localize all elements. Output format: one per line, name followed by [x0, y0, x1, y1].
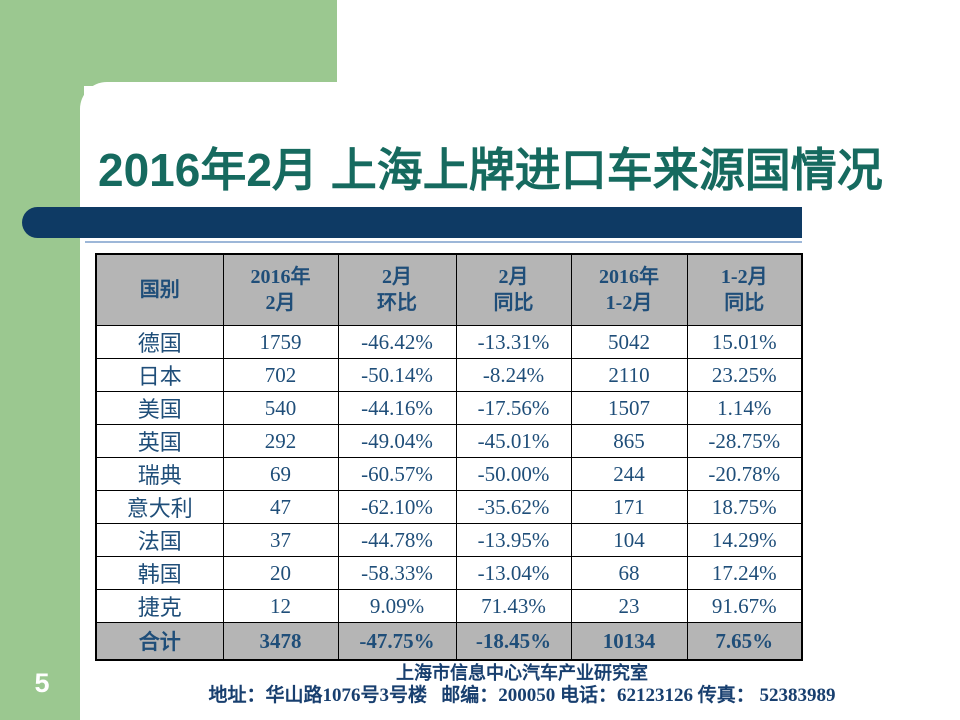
value-cell: -35.62%	[455, 490, 572, 524]
value-cell: 702	[222, 358, 339, 392]
column-header: 1-2月 同比	[686, 253, 803, 326]
country-cell: 意大利	[95, 490, 224, 524]
total-value-cell: -18.45%	[455, 622, 572, 661]
green-sidebar	[0, 0, 84, 720]
footer: 上海市信息中心汽车产业研究室 地址：华山路1076号3号楼 邮编：200050 …	[84, 662, 960, 707]
value-cell: 18.75%	[686, 490, 803, 524]
value-cell: -13.31%	[455, 325, 572, 359]
table-header-row: 国别 2016年 2月 2月 环比 2月 同比 2016年 1-2月 1-2月 同比	[95, 253, 803, 326]
table-row: 捷克 12 9.09% 71.43% 23 91.67%	[95, 589, 803, 623]
value-cell: -20.78%	[686, 457, 803, 491]
value-cell: 292	[222, 424, 339, 458]
value-cell: 244	[570, 457, 688, 491]
column-header: 2016年 1-2月	[570, 253, 688, 326]
page-number: 5	[34, 668, 50, 698]
value-cell: 14.29%	[686, 523, 803, 557]
value-cell: -44.78%	[337, 523, 457, 557]
value-cell: -17.56%	[455, 391, 572, 425]
table-row: 韩国 20 -58.33% -13.04% 68 17.24%	[95, 556, 803, 590]
value-cell: 20	[222, 556, 339, 590]
value-cell: -46.42%	[337, 325, 457, 359]
value-cell: -50.14%	[337, 358, 457, 392]
value-cell: -13.04%	[455, 556, 572, 590]
table-row: 意大利 47 -62.10% -35.62% 171 18.75%	[95, 490, 803, 524]
column-header: 2月 环比	[337, 253, 457, 326]
country-cell: 瑞典	[95, 457, 224, 491]
value-cell: 1507	[570, 391, 688, 425]
value-cell: 15.01%	[686, 325, 803, 359]
table-row: 美国 540 -44.16% -17.56% 1507 1.14%	[95, 391, 803, 425]
data-table-container: 国别 2016年 2月 2月 环比 2月 同比 2016年 1-2月 1-2月 同比 德国 1759-…	[95, 253, 803, 661]
column-header: 国别	[95, 253, 224, 326]
value-cell: 171	[570, 490, 688, 524]
value-cell: 91.67%	[686, 589, 803, 623]
value-cell: -62.10%	[337, 490, 457, 524]
value-cell: 5042	[570, 325, 688, 359]
table-row: 日本 702 -50.14% -8.24% 2110 23.25%	[95, 358, 803, 392]
total-value-cell: -47.75%	[337, 622, 457, 661]
value-cell: 2110	[570, 358, 688, 392]
table-row: 英国 292 -49.04% -45.01% 865 -28.75%	[95, 424, 803, 458]
table-row: 法国 37 -44.78% -13.95% 104 14.29%	[95, 523, 803, 557]
value-cell: 9.09%	[337, 589, 457, 623]
footer-contact-info: 地址：华山路1076号3号楼 邮编：200050 电话：62123126 传真：…	[208, 685, 836, 706]
value-cell: 23.25%	[686, 358, 803, 392]
country-cell: 美国	[95, 391, 224, 425]
table-row: 德国 1759 -46.42% -13.31% 5042 15.01%	[95, 325, 803, 359]
total-value-cell: 3478	[222, 622, 339, 661]
country-cell: 法国	[95, 523, 224, 557]
value-cell: 17.24%	[686, 556, 803, 590]
country-cell: 日本	[95, 358, 224, 392]
value-cell: -13.95%	[455, 523, 572, 557]
value-cell: -44.16%	[337, 391, 457, 425]
total-value-cell: 10134	[570, 622, 688, 661]
value-cell: -28.75%	[686, 424, 803, 458]
import-car-table: 国别 2016年 2月 2月 环比 2月 同比 2016年 1-2月 1-2月 同比 德国 1759-…	[95, 253, 803, 661]
table-row: 瑞典 69 -60.57% -50.00% 244 -20.78%	[95, 457, 803, 491]
country-cell: 捷克	[95, 589, 224, 623]
value-cell: 68	[570, 556, 688, 590]
value-cell: 71.43%	[455, 589, 572, 623]
country-cell: 德国	[95, 325, 224, 359]
value-cell: 23	[570, 589, 688, 623]
slide-title: 2016年2月 上海上牌进口车来源国情况	[98, 144, 883, 196]
value-cell: 12	[222, 589, 339, 623]
value-cell: 69	[222, 457, 339, 491]
value-cell: -50.00%	[455, 457, 572, 491]
value-cell: 865	[570, 424, 688, 458]
table-total-row: 合计 3478 -47.75% -18.45% 10134 7.65%	[95, 622, 803, 661]
value-cell: -45.01%	[455, 424, 572, 458]
footer-org-name: 上海市信息中心汽车产业研究室	[396, 663, 648, 683]
value-cell: 37	[222, 523, 339, 557]
value-cell: -60.57%	[337, 457, 457, 491]
value-cell: 540	[222, 391, 339, 425]
value-cell: 1759	[222, 325, 339, 359]
country-cell: 韩国	[95, 556, 224, 590]
column-header: 2016年 2月	[222, 253, 339, 326]
accent-line	[85, 241, 802, 243]
value-cell: 1.14%	[686, 391, 803, 425]
country-cell: 英国	[95, 424, 224, 458]
value-cell: -8.24%	[455, 358, 572, 392]
value-cell: 104	[570, 523, 688, 557]
green-top-band	[0, 0, 337, 86]
title-underline-bar	[22, 207, 802, 238]
value-cell: -58.33%	[337, 556, 457, 590]
value-cell: 47	[222, 490, 339, 524]
total-label-cell: 合计	[95, 622, 224, 661]
total-value-cell: 7.65%	[686, 622, 803, 661]
column-header: 2月 同比	[455, 253, 572, 326]
value-cell: -49.04%	[337, 424, 457, 458]
